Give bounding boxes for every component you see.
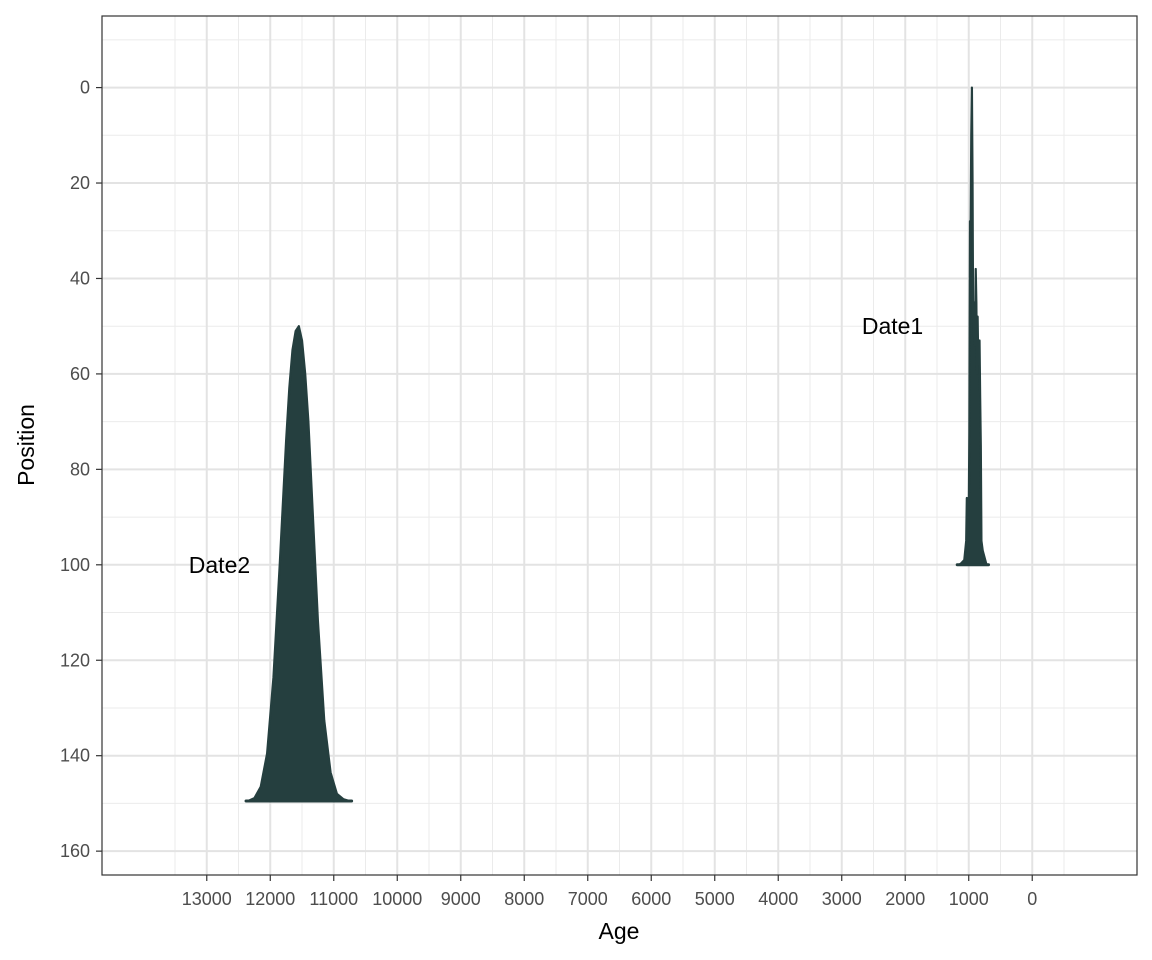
annotation-label: Date1 — [862, 313, 923, 339]
x-tick-label: 5000 — [695, 889, 735, 909]
x-tick-label: 7000 — [568, 889, 608, 909]
x-tick-label: 10000 — [372, 889, 422, 909]
y-tick-label: 100 — [60, 555, 90, 575]
y-tick-label: 40 — [70, 268, 90, 288]
annotations: Date1 Date2 — [189, 313, 923, 578]
y-tick-label: 140 — [60, 746, 90, 766]
x-axis-title: Age — [599, 918, 640, 944]
x-tick-label: 1000 — [949, 889, 989, 909]
plot-panel-border — [101, 15, 1138, 876]
x-tick-label: 8000 — [504, 889, 544, 909]
y-tick-label: 160 — [60, 841, 90, 861]
x-tick-label: 12000 — [245, 889, 295, 909]
y-tick-label: 20 — [70, 173, 90, 193]
y-axis: 0 20 40 60 80 100 120 140 160 — [60, 78, 102, 861]
x-tick-label: 11000 — [309, 889, 358, 909]
y-tick-label: 80 — [70, 459, 90, 479]
y-tick-label: 60 — [70, 364, 90, 384]
x-tick-label: 2000 — [885, 889, 925, 909]
distribution-marks — [244, 86, 991, 803]
density-shape-2 — [246, 325, 351, 803]
annotation-label: Date2 — [189, 552, 250, 578]
x-tick-label: 3000 — [822, 889, 862, 909]
minor-gridlines — [102, 16, 1137, 875]
x-tick-label: 0 — [1027, 889, 1037, 909]
density-shape-1 — [958, 86, 988, 566]
x-tick-label: 13000 — [182, 889, 232, 909]
y-tick-label: 120 — [60, 650, 90, 670]
y-axis-title: Position — [13, 404, 39, 486]
x-tick-label: 4000 — [758, 889, 798, 909]
x-tick-label: 6000 — [631, 889, 671, 909]
x-tick-label: 9000 — [441, 889, 481, 909]
x-axis: 13000 12000 11000 10000 9000 8000 7000 6000 5000… — [182, 875, 1037, 909]
y-tick-label: 0 — [80, 78, 90, 98]
